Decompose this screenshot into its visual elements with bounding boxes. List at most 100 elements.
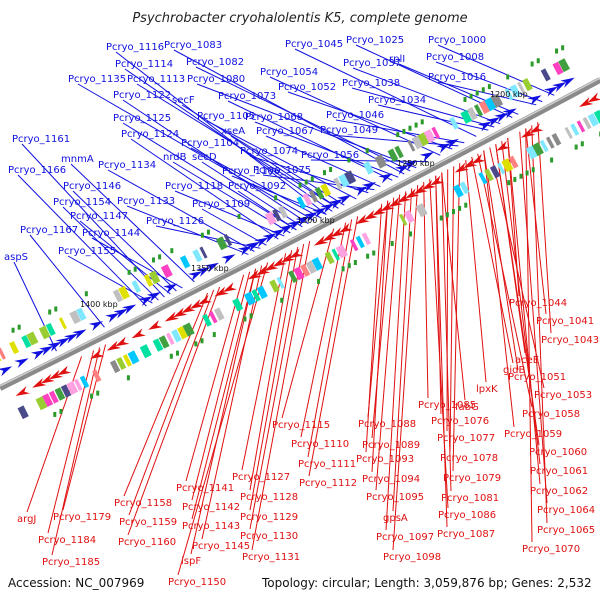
- forward-gene-label: Pcryo_1154: [53, 197, 111, 208]
- reverse-gene-arrow: [264, 261, 279, 272]
- cog-category-bar: [484, 96, 498, 112]
- forward-leader-line: [231, 175, 327, 215]
- reverse-gene-label: Pcryo_1058: [522, 409, 580, 420]
- tick-label-1400: 1400 kbp: [80, 300, 118, 309]
- reverse-leader-line: [371, 197, 395, 439]
- forward-gene-arrow: [477, 121, 492, 132]
- cog-category-bar: [593, 109, 600, 124]
- gc-marker: [365, 148, 369, 154]
- cog-category-bar: [73, 378, 83, 392]
- reverse-leader-line: [465, 160, 487, 383]
- gc-marker: [402, 128, 406, 134]
- forward-gene-label: Pcryo_1135: [68, 74, 126, 85]
- forward-leader-line: [435, 61, 543, 103]
- cog-category-bar: [374, 154, 387, 169]
- forward-gene-arrow: [88, 321, 104, 331]
- reverse-gene-label: fabG: [455, 402, 479, 413]
- forward-gene-label: Pcryo_1147: [70, 211, 128, 222]
- reverse-gene-arrow: [371, 205, 387, 216]
- forward-gene-arrow: [485, 117, 501, 128]
- forward-gene-arrow: [303, 211, 319, 222]
- forward-leader-line: [310, 159, 429, 163]
- forward-gene-arrow: [105, 312, 120, 323]
- gc-marker: [170, 248, 174, 254]
- reverse-gene-arrow: [247, 269, 262, 280]
- forward-gene-arrow: [419, 151, 435, 162]
- cog-category-bar: [293, 266, 305, 281]
- reverse-gene-arrow: [338, 222, 353, 233]
- reverse-gene-label: Pcryo_1130: [240, 531, 298, 542]
- reverse-leader-line: [471, 156, 514, 364]
- reverse-leader-line: [308, 216, 359, 477]
- gc-marker: [414, 122, 418, 128]
- forward-gene-label: Pcryo_1125: [113, 113, 171, 124]
- gc-marker: [84, 291, 88, 297]
- forward-gene-label: Pcryo_1155: [58, 246, 116, 257]
- gc-marker: [280, 297, 284, 303]
- gc-marker: [458, 205, 462, 211]
- reverse-gene-arrow: [164, 311, 179, 322]
- reverse-gene-arrow: [405, 188, 420, 199]
- gc-marker: [513, 176, 517, 182]
- forward-gene-label: Pcryo_1045: [285, 39, 343, 50]
- cog-category-bar: [467, 106, 478, 121]
- genome-backbone: [0, 77, 600, 391]
- forward-gene-arrow: [403, 160, 418, 171]
- gc-marker: [310, 176, 314, 182]
- forward-gene-arrow: [444, 138, 459, 149]
- cog-category-bar: [264, 211, 277, 226]
- forward-gene-label: rplI: [389, 54, 405, 65]
- cog-category-bar: [139, 344, 152, 359]
- forward-gene-arrow: [72, 329, 87, 340]
- cog-category-bar: [38, 325, 51, 340]
- cog-category-bar: [171, 329, 182, 343]
- forward-leader-line: [115, 51, 327, 215]
- forward-gene-label: Pcryo_1114: [115, 59, 173, 70]
- cog-category-bar: [143, 274, 154, 287]
- forward-gene-arrow: [527, 95, 542, 106]
- forward-gene-label: Pcryo_1113: [127, 74, 185, 85]
- reverse-strand-genes: [15, 92, 600, 396]
- gc-marker: [372, 250, 376, 256]
- cog-category-bar: [251, 289, 261, 302]
- cog-category-bar: [199, 246, 208, 259]
- cog-category-bar: [60, 384, 72, 398]
- cog-category-bar: [517, 81, 526, 94]
- forward-gene-arrow: [394, 164, 410, 175]
- cog-category-bar: [232, 297, 244, 312]
- gc-marker: [347, 263, 351, 269]
- cog-category-bar: [148, 270, 161, 285]
- forward-gene-arrow: [436, 143, 451, 154]
- reverse-gene-arrow: [579, 96, 594, 108]
- forward-leader-line: [107, 169, 255, 252]
- reverse-gene-label: Pcryo_1086: [438, 510, 496, 521]
- forward-gene-arrow: [494, 112, 509, 123]
- reverse-leader-line: [525, 128, 533, 543]
- reverse-gene-label: Pcryo_1097: [376, 532, 434, 543]
- forward-gene-arrow: [279, 224, 294, 235]
- reverse-leader-line: [501, 141, 541, 465]
- forward-gene-arrow: [30, 350, 46, 360]
- forward-gene-label: Pcryo_1124: [121, 129, 179, 140]
- cog-category-bar: [213, 307, 225, 321]
- forward-gene-arrow: [245, 241, 261, 252]
- forward-gene-label: Pcryo_1038: [342, 78, 400, 89]
- reverse-gene-arrow: [587, 92, 600, 103]
- gc-marker: [127, 269, 131, 275]
- cog-category-bar: [48, 390, 59, 404]
- forward-leader-line: [196, 83, 417, 169]
- reverse-gene-arrow: [280, 252, 295, 263]
- reverse-gene-label: Pcryo_1088: [358, 419, 416, 430]
- forward-leader-line: [155, 225, 261, 249]
- cog-category-bar: [35, 396, 48, 411]
- forward-gene-arrow: [188, 271, 203, 282]
- forward-leader-line: [70, 163, 195, 283]
- reverse-gene-label: Pcryo_1185: [42, 557, 100, 568]
- cog-category-bar: [92, 369, 102, 383]
- forward-gene-arrow: [287, 220, 302, 231]
- cog-category-bar: [501, 158, 514, 173]
- forward-gene-label: Pcryo_1126: [146, 216, 204, 227]
- backbone-highlight: [0, 77, 600, 387]
- forward-leader-line: [201, 208, 267, 246]
- forward-leader-line: [190, 147, 321, 218]
